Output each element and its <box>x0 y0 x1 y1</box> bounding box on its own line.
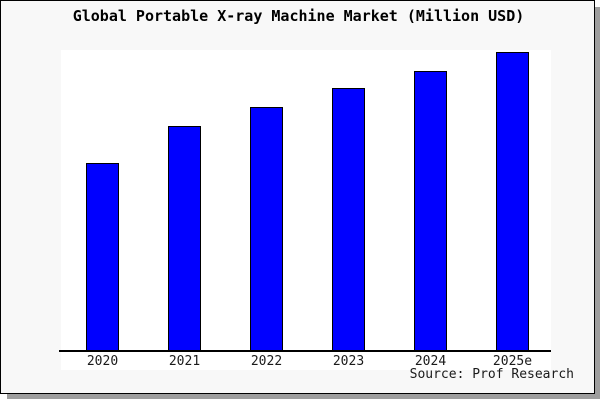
x-tick-label-2022: 2022 <box>250 354 283 369</box>
x-tick-label-2021: 2021 <box>168 354 201 369</box>
x-tick-label-2024: 2024 <box>414 354 447 369</box>
chart-title: Global Portable X-ray Machine Market (Mi… <box>72 7 525 25</box>
bar-2022 <box>250 107 283 351</box>
source-note: Source: Prof Research <box>409 367 574 382</box>
bar-2025e <box>496 52 529 351</box>
bar-2024 <box>414 71 447 351</box>
chart-frame: Global Portable X-ray Machine Market (Mi… <box>0 0 595 394</box>
bar-2023 <box>332 88 365 351</box>
bar-2021 <box>168 126 201 351</box>
x-axis-line <box>59 350 551 352</box>
bar-2020 <box>86 163 119 351</box>
x-tick-label-2023: 2023 <box>332 354 365 369</box>
plot-area <box>61 50 551 370</box>
x-tick-label-2020: 2020 <box>86 354 119 369</box>
x-tick-label-2025e: 2025e <box>492 354 533 369</box>
